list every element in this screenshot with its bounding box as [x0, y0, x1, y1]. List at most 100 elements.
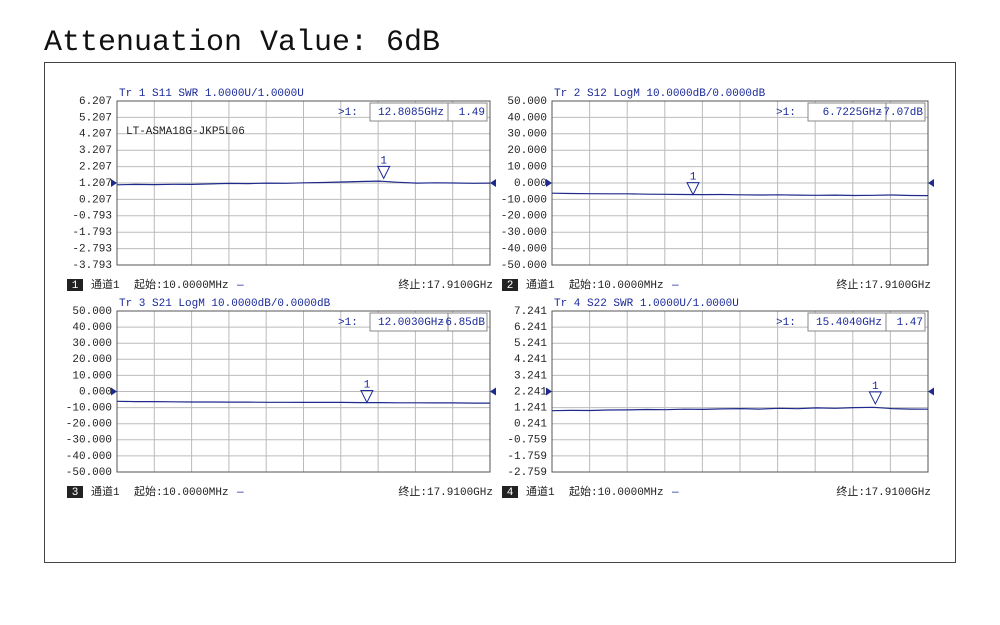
annotation: LT-ASMA18G-JKP5L06 [126, 126, 245, 138]
readout-x: 12.8085GHz [378, 107, 444, 119]
ref-right [490, 387, 496, 396]
y-tick-label: 2.207 [79, 162, 112, 174]
channel-label: 通道1 [91, 277, 120, 292]
stop-freq: 终止:17.9100GHz [836, 484, 931, 499]
ref-left [111, 387, 117, 396]
readout-y: -7.07dB [877, 107, 924, 119]
y-tick-label: 3.241 [514, 370, 547, 382]
trace-title: Tr 2 S12 LogM 10.0000dB/0.0000dB [554, 88, 766, 100]
y-tick-label: 10.000 [507, 162, 547, 174]
dash: — [671, 487, 679, 499]
readout-box [807, 102, 926, 122]
ref-right [928, 387, 934, 396]
trace [551, 192, 929, 197]
y-tick-label: 4.241 [514, 354, 547, 366]
y-tick-label: -50.000 [66, 467, 112, 479]
y-tick-label: -0.759 [507, 435, 547, 447]
trace-title: Tr 1 S11 SWR 1.0000U/1.0000U [119, 88, 304, 100]
ref-left [546, 179, 552, 187]
y-tick-label: 0.207 [79, 194, 112, 206]
y-tick-label: -1.759 [507, 451, 547, 463]
start-freq: 起始:10.0000MHz [134, 484, 229, 499]
y-tick-label: 5.241 [514, 338, 547, 350]
channel-label: 通道1 [526, 277, 555, 292]
readout-y: 1.47 [897, 317, 923, 329]
start-freq: 起始:10.0000MHz [134, 277, 229, 292]
y-tick-label: 20.000 [507, 145, 547, 157]
y-tick-label: 10.000 [72, 370, 112, 382]
marker-triangle [686, 182, 700, 196]
y-tick-label: 30.000 [72, 338, 112, 350]
y-tick-label: 6.241 [514, 322, 547, 334]
start-freq: 起始:10.0000MHz [569, 277, 664, 292]
y-tick-label: -10.000 [66, 403, 112, 415]
y-tick-label: 1.241 [514, 403, 547, 415]
y-tick-label: 3.207 [79, 145, 112, 157]
readout-x: 6.7225GHz [823, 107, 882, 119]
y-tick-label: 1.207 [79, 178, 112, 190]
dash: — [236, 487, 244, 499]
y-tick-label: 7.241 [514, 306, 547, 318]
readout-x: 15.4040GHz [816, 317, 882, 329]
y-tick-label: -20.000 [66, 419, 112, 431]
y-tick-label: 6.207 [79, 96, 112, 108]
readout-box [369, 312, 488, 332]
trace [116, 180, 491, 186]
y-tick-label: 0.000 [514, 178, 547, 190]
channel-number: 4 [507, 487, 514, 499]
readout: >1: [776, 107, 796, 119]
y-tick-label: 4.207 [79, 129, 112, 141]
ref-right [490, 179, 496, 187]
y-tick-label: 50.000 [507, 96, 547, 108]
marker-name: 1 [364, 379, 371, 391]
readout-y: -6.85dB [439, 317, 486, 329]
start-freq: 起始:10.0000MHz [569, 484, 664, 499]
y-tick-label: -10.000 [501, 194, 547, 206]
y-tick-label: 2.241 [514, 386, 547, 398]
marker-name: 1 [380, 155, 387, 167]
y-tick-label: -30.000 [66, 435, 112, 447]
y-tick-label: 20.000 [72, 354, 112, 366]
marker-triangle [376, 165, 391, 180]
y-tick-label: -30.000 [501, 227, 547, 239]
y-tick-label: 30.000 [507, 129, 547, 141]
readout-box [369, 102, 488, 122]
trace [551, 406, 929, 412]
y-tick-label: -20.000 [501, 211, 547, 223]
y-tick-label: 40.000 [72, 322, 112, 334]
readout: >1: [776, 317, 796, 329]
stop-freq: 终止:17.9100GHz [398, 277, 493, 292]
y-tick-label: -2.793 [72, 244, 112, 256]
readout-x: 12.0030GHz [378, 317, 444, 329]
trace [116, 400, 490, 404]
dash: — [236, 280, 244, 292]
stop-freq: 终止:17.9100GHz [398, 484, 493, 499]
marker-triangle [360, 390, 374, 404]
dash: — [671, 280, 679, 292]
y-tick-label: -40.000 [501, 244, 547, 256]
y-tick-label: -0.793 [72, 211, 112, 223]
ref-left [546, 387, 552, 396]
channel-number: 1 [72, 280, 79, 292]
channel-number: 3 [72, 487, 79, 499]
y-tick-label: 40.000 [507, 112, 547, 124]
channel-box [502, 279, 518, 291]
trace-title: Tr 3 S21 LogM 10.0000dB/0.0000dB [119, 298, 331, 310]
y-tick-label: -2.759 [507, 467, 547, 479]
y-tick-label: -40.000 [66, 451, 112, 463]
channel-box [67, 279, 83, 291]
marker-name: 1 [872, 381, 879, 393]
trace-title: Tr 4 S22 SWR 1.0000U/1.0000U [554, 298, 739, 310]
readout: >1: [338, 107, 358, 119]
page-title: Attenuation Value: 6dB [44, 26, 440, 60]
y-tick-label: -3.793 [72, 260, 112, 272]
frame [44, 62, 956, 563]
readout-box [807, 312, 926, 332]
channel-box [502, 486, 518, 498]
y-tick-label: 5.207 [79, 112, 112, 124]
y-tick-label: 0.241 [514, 419, 547, 431]
ref-left [111, 179, 117, 187]
y-tick-label: 0.000 [79, 386, 112, 398]
y-tick-label: -1.793 [72, 227, 112, 239]
